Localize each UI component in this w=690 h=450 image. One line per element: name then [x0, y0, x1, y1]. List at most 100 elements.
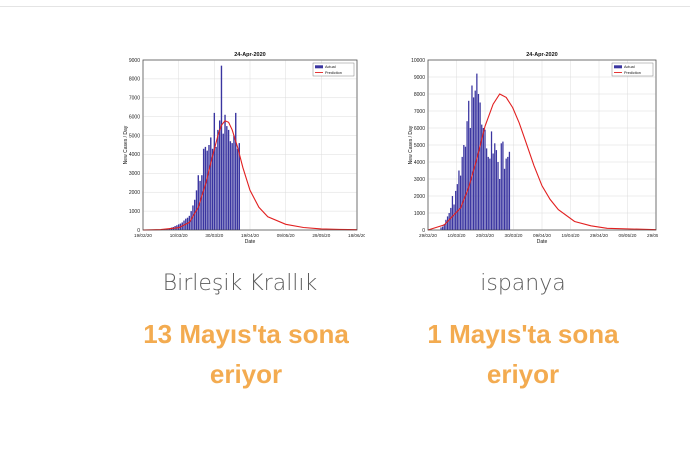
- x-tick-label: 10/03/20: [448, 233, 466, 238]
- y-tick-label: 5000: [414, 143, 425, 149]
- x-axis-label: Date: [537, 239, 548, 245]
- bar: [466, 121, 468, 230]
- top-divider: [0, 6, 690, 7]
- country-card-uk: 0 1000 2000 3000 4000 5000 6000 7000 8000 9000 19/…: [115, 46, 365, 389]
- y-tick-label: 1000: [414, 211, 425, 217]
- country-card-spain: 0 1000 2000 3000 4000 5000 6000 7000 8000 9000 100…: [398, 46, 658, 389]
- uk-chart: 0 1000 2000 3000 4000 5000 6000 7000 8000 9000 19/…: [123, 52, 365, 245]
- x-tick-label: 19/04/20: [562, 233, 580, 238]
- bar: [461, 156, 463, 230]
- bar: [490, 131, 493, 230]
- bar: [492, 153, 494, 230]
- prediction-line: [427, 93, 657, 231]
- y-tick-label: 6000: [129, 114, 140, 120]
- bar: [505, 158, 507, 230]
- prediction-line: [142, 120, 358, 231]
- end-date-text: 13 Mayıs'ta sona eriyor: [143, 319, 349, 389]
- chart-title: 24-Apr-2020: [526, 52, 558, 58]
- bar: [482, 128, 485, 230]
- x-tick-label: 18/06/20: [348, 233, 365, 238]
- y-tick-label: 5000: [129, 133, 140, 139]
- bar: [464, 146, 467, 230]
- x-tick-label: 19/02/20: [134, 233, 152, 238]
- bar: [220, 65, 223, 231]
- y-tick-label: 9000: [129, 58, 140, 64]
- bar: [459, 175, 462, 230]
- y-tick-label: 0: [137, 228, 140, 234]
- bar: [222, 133, 224, 230]
- legend-label-prediction: Prediction: [624, 71, 641, 75]
- bar: [471, 85, 473, 230]
- spain-chart: 0 1000 2000 3000 4000 5000 6000 7000 8000 9000 100…: [408, 52, 658, 245]
- bar: [487, 156, 489, 230]
- bar: [476, 73, 478, 230]
- bar: [458, 170, 460, 230]
- bar: [229, 141, 232, 230]
- bar: [450, 207, 452, 230]
- bar: [224, 114, 226, 230]
- bar: [231, 143, 233, 230]
- bar: [500, 143, 502, 230]
- y-tick-label: 1000: [129, 209, 140, 215]
- bar: [477, 94, 480, 230]
- y-tick-label: 8000: [129, 77, 140, 83]
- y-axis-label: New Cases / Day: [408, 125, 414, 164]
- x-tick-label: 09/05/20: [619, 233, 637, 238]
- bar: [503, 168, 506, 230]
- x-tick-label: 09/05/20: [277, 233, 295, 238]
- bar: [445, 219, 447, 230]
- bar: [479, 102, 481, 230]
- bar: [446, 216, 449, 230]
- bar: [468, 100, 470, 230]
- bar: [218, 120, 221, 230]
- y-tick-label: 4000: [414, 160, 425, 166]
- bar: [469, 128, 471, 230]
- bar: [448, 213, 450, 230]
- bar: [474, 90, 476, 230]
- chart-title: 24-Apr-2020: [234, 52, 266, 58]
- bar: [217, 129, 219, 230]
- y-tick-label: 3000: [414, 177, 425, 183]
- legend-label-actual: Actual: [325, 65, 336, 69]
- y-tick-label: 4000: [129, 152, 140, 158]
- bar: [497, 162, 499, 230]
- bar: [208, 145, 210, 230]
- y-tick-label: 7000: [414, 109, 425, 115]
- y-tick-label: 3000: [129, 171, 140, 177]
- bar: [235, 112, 237, 230]
- x-axis-label: Date: [245, 239, 256, 245]
- y-tick-label: 7000: [129, 96, 140, 102]
- legend-label-actual: Actual: [624, 65, 635, 69]
- bar: [233, 135, 235, 230]
- bar: [495, 150, 498, 230]
- country-name: ispanya: [480, 271, 566, 296]
- bar: [206, 150, 208, 230]
- bar: [451, 196, 454, 230]
- legend-swatch-actual: [614, 65, 622, 69]
- x-tick-label: 19/04/20: [241, 233, 259, 238]
- bar: [472, 97, 475, 231]
- bar: [508, 151, 511, 230]
- bar: [455, 190, 457, 230]
- x-tick-label: 10/03/20: [170, 233, 188, 238]
- bar: [507, 156, 509, 230]
- country-name: Birleşik Krallık: [162, 271, 318, 296]
- bar: [236, 148, 239, 230]
- plot-frame: [142, 59, 358, 231]
- plot-frame: [427, 59, 657, 231]
- x-tick-label: 20/03/20: [476, 233, 494, 238]
- bar: [197, 175, 199, 230]
- legend-swatch-actual: [315, 65, 323, 69]
- y-tick-label: 2000: [414, 194, 425, 200]
- bar: [192, 205, 194, 230]
- x-tick-label: 30/03/20: [505, 233, 523, 238]
- bar: [440, 227, 442, 230]
- bar: [210, 137, 212, 230]
- y-axis-label: New Cases / Day: [123, 125, 129, 164]
- bar: [211, 148, 214, 230]
- y-tick-label: 6000: [414, 126, 425, 132]
- bar: [463, 145, 465, 230]
- y-tick-label: 10000: [411, 58, 425, 64]
- bar: [215, 146, 217, 230]
- y-tick-label: 9000: [414, 75, 425, 81]
